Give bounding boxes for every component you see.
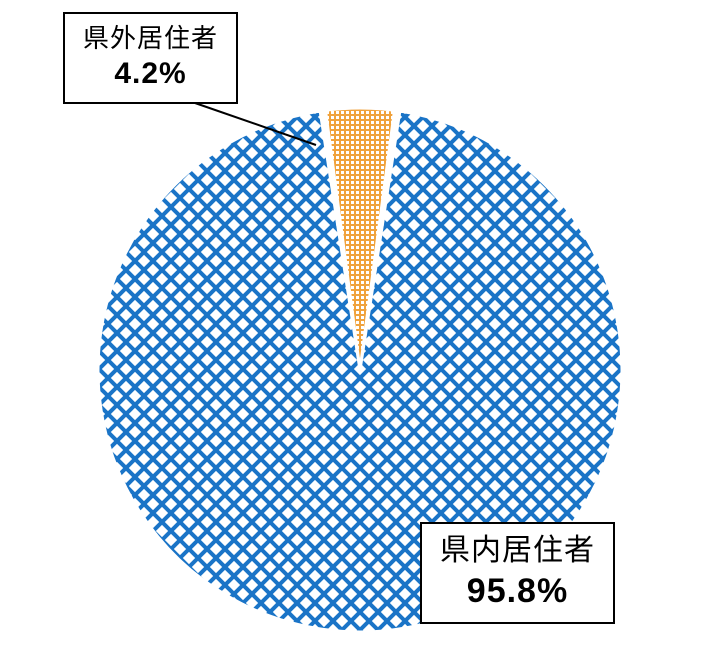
callout-inside-title: 県内居住者 (440, 532, 595, 570)
callout-outside-value: 4.2% (83, 55, 218, 93)
callout-inside-value: 95.8% (440, 570, 595, 613)
callout-outside-prefecture: 県外居住者 4.2% (63, 12, 238, 104)
callout-outside-title: 県外居住者 (83, 22, 218, 55)
callout-inside-prefecture: 県内居住者 95.8% (420, 522, 615, 624)
pie-chart: 県外居住者 4.2% 県内居住者 95.8% (0, 0, 727, 649)
